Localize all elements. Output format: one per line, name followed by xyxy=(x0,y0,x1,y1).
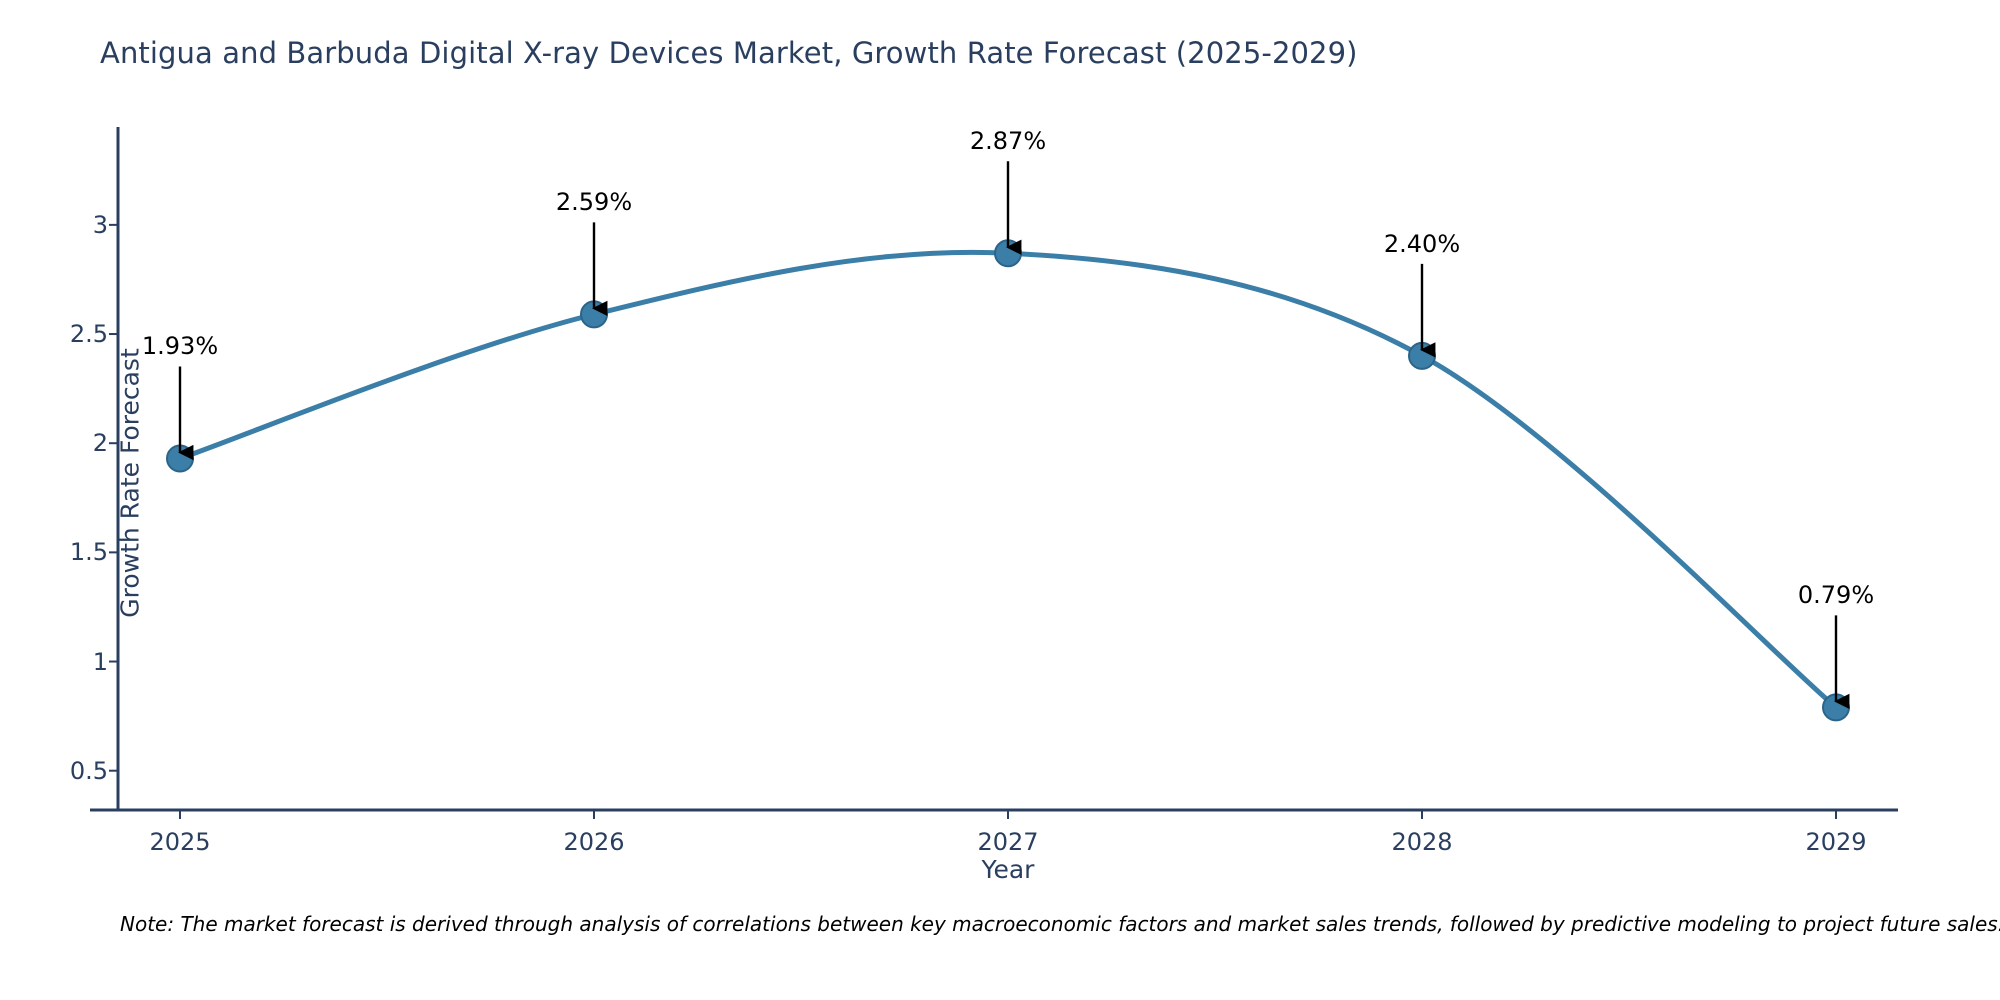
x-axis-title: Year xyxy=(981,855,1035,884)
data-point-markers xyxy=(166,239,1850,722)
y-axis-tick-labels: 0.5 1 1.5 2 2.5 3 xyxy=(30,155,108,810)
y-tick-label: 1.5 xyxy=(69,538,108,567)
y-tick-label: 2 xyxy=(92,429,108,458)
x-tick-label-2027: 2027 xyxy=(977,828,1039,856)
y-tick-label: 2.5 xyxy=(69,320,108,349)
chart-title: Antigua and Barbuda Digital X-ray Device… xyxy=(100,36,1358,70)
x-axis-tick-labels: 2025 2026 2027 2028 2029 xyxy=(118,810,1898,856)
line-chart-svg xyxy=(90,127,1898,819)
x-tick-label-2028: 2028 xyxy=(1391,828,1453,856)
axis-lines xyxy=(90,127,1898,812)
data-series-line xyxy=(177,249,1839,710)
y-tick-label: 1 xyxy=(92,647,108,676)
x-tick-label-2026: 2026 xyxy=(563,828,625,856)
plot-area xyxy=(90,127,1898,819)
point-label-2027: 2.87% xyxy=(969,127,1047,156)
x-tick-label-2029: 2029 xyxy=(1805,828,1867,856)
chart-footnote: Note: The market forecast is derived thr… xyxy=(120,912,2000,936)
annotation-arrows xyxy=(178,161,1850,710)
y-tick-label: 0.5 xyxy=(69,756,108,785)
x-tick-label-2025: 2025 xyxy=(149,828,211,856)
y-tick-label: 3 xyxy=(92,210,108,239)
axis-tick-marks xyxy=(109,223,1837,819)
